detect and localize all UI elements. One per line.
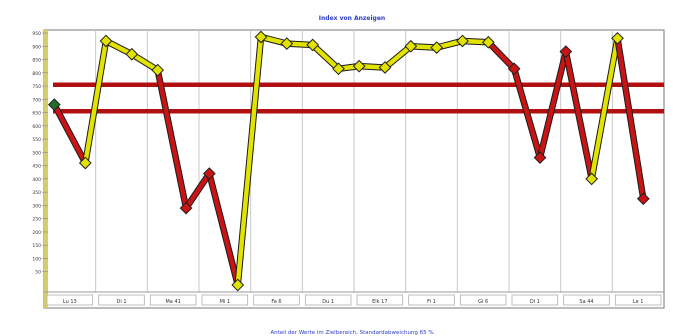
y-tick-label: 650 (32, 111, 41, 117)
y-tick-label: 350 (32, 190, 41, 196)
x-tick-label: Ma 41 (165, 299, 180, 305)
x-tick-label: Lu 13 (63, 299, 77, 305)
series-segment (486, 40, 517, 72)
x-tick-label: Fi 1 (427, 299, 436, 305)
y-tick-label: 450 (32, 164, 41, 170)
series-segment (83, 38, 109, 166)
series-segment (103, 38, 135, 57)
data-point (636, 192, 650, 206)
y-tick-label: 400 (32, 177, 41, 183)
y-tick-label: 700 (32, 97, 41, 103)
series-segment (207, 171, 240, 288)
data-point (404, 39, 418, 53)
chart-footnote: Anteil der Werte im Zielbereich, Standar… (270, 330, 433, 336)
x-axis-categories: Lu 13 Di 1 Ma 41 Mi 1 Fa 6 Du 1 Elk 17 Fi 1 Gi 6… (46, 294, 662, 306)
y-tick-label: 800 (32, 71, 41, 77)
data-point (352, 59, 366, 73)
y-axis-ticks: 50 100 150 200 250 300 350 400 450 500 550 600 650 70… (32, 31, 48, 276)
x-tick-label: Elk 17 (372, 299, 387, 305)
data-point (332, 62, 345, 76)
data-point (202, 167, 216, 180)
data-point (179, 201, 193, 215)
x-tick-label: Du 1 (322, 299, 334, 305)
data-point (533, 151, 547, 165)
category-label-box (304, 294, 352, 306)
data-point (280, 37, 294, 50)
data-point (559, 45, 573, 58)
series-segment (382, 44, 414, 70)
series-segment (129, 51, 160, 73)
y-axis-band (44, 30, 48, 308)
y-tick-label: 50 (35, 270, 41, 276)
series-segment (310, 42, 341, 72)
y-tick-label: 100 (32, 256, 41, 262)
category-label-box (149, 294, 197, 306)
data-point (254, 30, 268, 44)
x-tick-label: Di 1 (116, 299, 126, 305)
x-tick-label: Le 1 (633, 299, 644, 305)
data-point (151, 63, 165, 77)
y-tick-label: 750 (32, 84, 41, 90)
data-point (125, 47, 139, 61)
data-point (378, 61, 392, 74)
x-tick-label: Fa 6 (271, 299, 281, 305)
y-tick-label: 950 (32, 31, 41, 37)
y-tick-label: 250 (32, 217, 41, 223)
series-segment (563, 49, 594, 182)
reference-lines (53, 82, 664, 114)
category-label-box (459, 294, 507, 306)
y-tick-label: 300 (32, 203, 41, 209)
series-segment (615, 36, 646, 202)
series-segment (235, 34, 264, 288)
data-point (47, 98, 61, 111)
chart-title: Index von Anzeigen (319, 15, 385, 22)
y-tick-label: 600 (32, 124, 41, 130)
x-tick-label: Sa 44 (579, 299, 593, 305)
y-tick-label: 900 (32, 44, 41, 50)
data-point (430, 41, 444, 54)
data-point (306, 38, 320, 52)
data-point (99, 34, 113, 48)
y-tick-label: 850 (32, 58, 41, 64)
series-segment (589, 36, 620, 182)
category-label-box (201, 294, 249, 306)
series-segment (537, 49, 569, 160)
y-tick-label: 550 (32, 137, 41, 143)
x-tick-label: Di 1 (530, 299, 540, 305)
category-label-box (563, 294, 610, 306)
y-tick-label: 150 (32, 243, 41, 249)
y-tick-label: 200 (32, 230, 41, 236)
category-label-box (98, 294, 145, 306)
series-segment (511, 66, 543, 160)
data-point (456, 34, 469, 48)
data-point (585, 172, 599, 186)
series-segment (155, 67, 189, 211)
category-label-box (614, 294, 662, 306)
category-label-box (46, 294, 94, 306)
data-point (611, 31, 624, 45)
category-label-box (356, 294, 404, 306)
category-label-box (253, 294, 300, 306)
data-point (231, 278, 245, 292)
series-segment (52, 102, 88, 166)
data-point (78, 156, 92, 170)
y-tick-label: 500 (32, 150, 41, 156)
category-label-box (408, 294, 455, 306)
data-point (507, 62, 521, 76)
series (47, 30, 650, 292)
series-segment (183, 171, 212, 211)
data-point (481, 35, 495, 49)
category-label-box (511, 294, 559, 306)
x-tick-label: Mi 1 (220, 299, 230, 305)
x-tick-label: Gi 6 (478, 299, 488, 305)
